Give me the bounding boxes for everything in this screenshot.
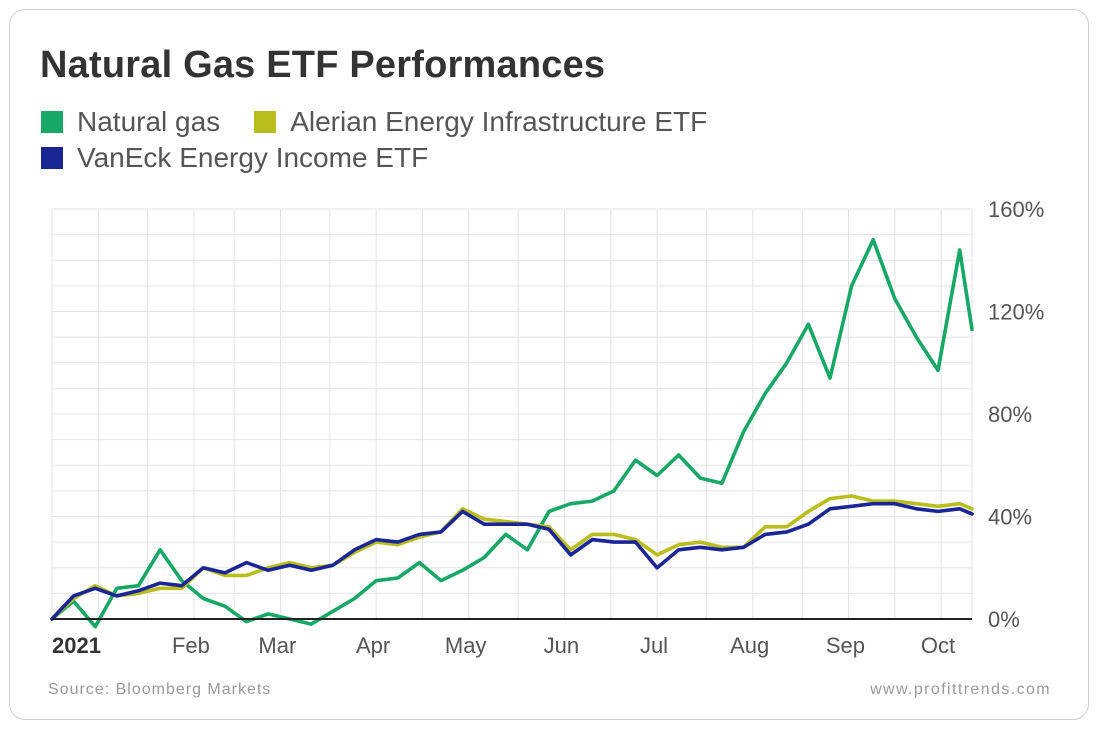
chart-title: Natural Gas ETF Performances <box>40 44 606 86</box>
x-tick-label: Sep <box>826 633 865 658</box>
x-tick-label: Mar <box>258 633 296 658</box>
y-tick-label: 0% <box>988 607 1020 632</box>
y-tick-label: 40% <box>988 505 1032 530</box>
legend-label-vaneck: VanEck Energy Income ETF <box>77 142 429 173</box>
x-axis-ticks: 2021 Feb Mar Apr May Jun Jul Aug Sep Oct <box>52 633 955 658</box>
y-tick-label: 80% <box>988 402 1032 427</box>
legend-swatch-vaneck <box>41 147 63 169</box>
chart-card <box>9 9 1089 720</box>
series-lines <box>50 238 974 629</box>
y-tick-label: 120% <box>988 300 1044 325</box>
x-tick-label: Oct <box>921 633 955 658</box>
x-tick-label: Feb <box>172 633 210 658</box>
y-axis-ticks: 0% 40% 80% 120% 160% <box>988 197 1044 632</box>
legend-item-vaneck: VanEck Energy Income ETF <box>41 140 827 176</box>
x-tick-label: Jun <box>544 633 579 658</box>
y-tick-label: 160% <box>988 197 1044 222</box>
legend-item-alerian: Alerian Energy Infrastructure ETF <box>254 104 707 140</box>
chart-grid <box>51 208 973 620</box>
source-note: Source: Bloomberg Markets <box>48 681 272 698</box>
legend-swatch-natural-gas <box>41 111 63 133</box>
legend-label-alerian: Alerian Energy Infrastructure ETF <box>290 106 708 137</box>
x-tick-label: Aug <box>730 633 769 658</box>
x-tick-label: Apr <box>356 633 390 658</box>
x-tick-label: 2021 <box>52 633 101 658</box>
line-natural-gas <box>50 238 974 629</box>
legend-label-natural-gas: Natural gas <box>77 106 221 137</box>
line-alerian-energy-infrastructure-etf <box>50 494 974 621</box>
line-vaneck-energy-income-etf <box>50 501 974 621</box>
x-tick-label: May <box>445 633 487 658</box>
x-tick-label: Jul <box>640 633 668 658</box>
site-url: www.profittrends.com <box>870 681 1051 698</box>
legend-swatch-alerian <box>254 111 277 133</box>
chart-legend: Natural gas Alerian Energy Infrastructur… <box>41 104 861 176</box>
legend-item-natural-gas: Natural gas <box>41 104 220 140</box>
